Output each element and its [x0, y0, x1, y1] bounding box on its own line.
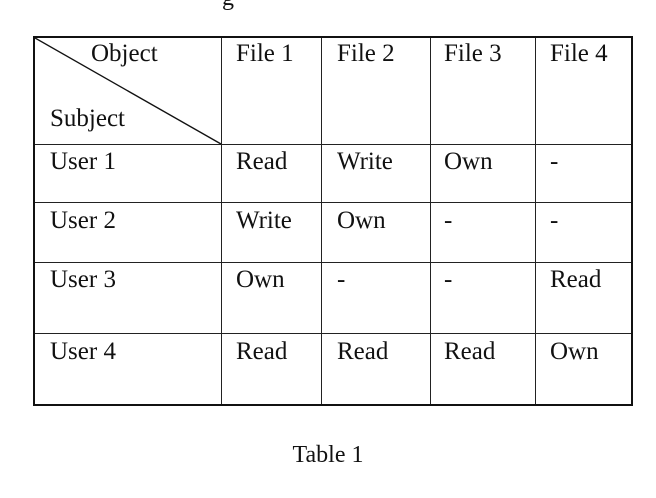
- grid-line: [35, 262, 631, 263]
- grid-line: [35, 202, 631, 203]
- cut-off-text-fragment: g: [222, 0, 262, 10]
- table-cell: -: [550, 207, 558, 235]
- grid-line: [35, 333, 631, 334]
- table-cell: -: [337, 266, 345, 294]
- object-header-label: Object: [91, 40, 158, 68]
- table-cell: Own: [550, 338, 599, 366]
- table-cell: Read: [236, 148, 287, 176]
- table-cell: Read: [444, 338, 495, 366]
- table-cell: -: [444, 207, 452, 235]
- row-subject-label: User 3: [50, 266, 116, 294]
- table-cell: Read: [236, 338, 287, 366]
- column-header: File 4: [550, 40, 608, 68]
- table-caption: Table 1: [0, 440, 656, 470]
- table-cell: Read: [337, 338, 388, 366]
- grid-line: [430, 38, 431, 404]
- row-subject-label: User 4: [50, 338, 116, 366]
- table-cell: Own: [337, 207, 386, 235]
- table-cell: Read: [550, 266, 601, 294]
- column-header: File 2: [337, 40, 395, 68]
- row-subject-label: User 1: [50, 148, 116, 176]
- column-header: File 3: [444, 40, 502, 68]
- grid-line: [321, 38, 322, 404]
- table-cell: -: [550, 148, 558, 176]
- table-cell: -: [444, 266, 452, 294]
- grid-line: [535, 38, 536, 404]
- table-cell: Own: [236, 266, 285, 294]
- subject-header-label: Subject: [50, 105, 125, 133]
- row-subject-label: User 2: [50, 207, 116, 235]
- access-matrix-table: Object Subject File 1 File 2 File 3 File…: [33, 36, 633, 406]
- column-header: File 1: [236, 40, 294, 68]
- table-cell: Own: [444, 148, 493, 176]
- table-cell: Write: [236, 207, 292, 235]
- table-cell: Write: [337, 148, 393, 176]
